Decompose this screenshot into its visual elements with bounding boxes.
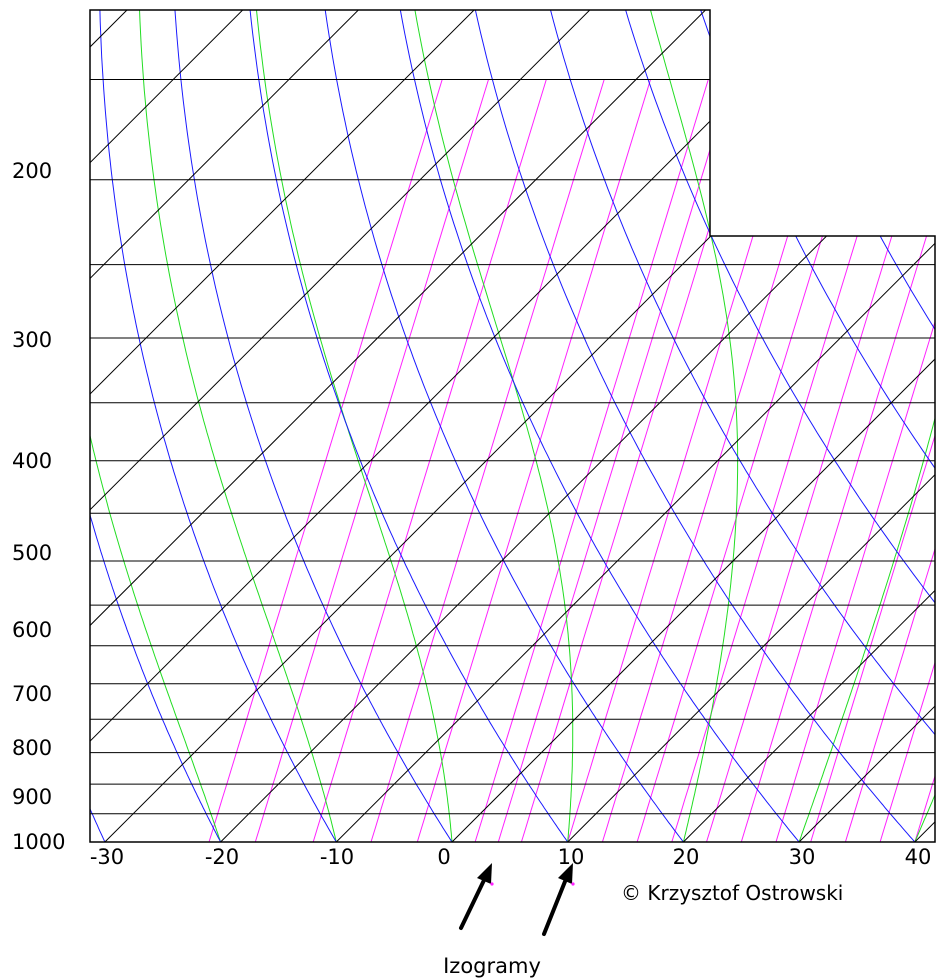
mixing-ratio-line	[474, 79, 709, 842]
izogram-marker-right	[571, 882, 575, 886]
moist-adiabat-line	[247, 10, 453, 842]
dry-adiabat-line	[239, 10, 569, 842]
isotherm-line	[90, 10, 925, 842]
isotherm-line	[451, 10, 935, 842]
mixing-ratio-line	[370, 79, 605, 842]
mixing-ratio-line	[636, 79, 871, 842]
temperature-label-0: 0	[437, 845, 450, 869]
diagram-grid	[90, 10, 935, 842]
isotherm-line	[335, 10, 935, 842]
dry-adiabat-line	[560, 10, 935, 842]
dry-adiabat-line	[306, 10, 684, 842]
isotherm-line	[90, 10, 809, 842]
isotherm-line	[798, 10, 935, 842]
moist-adiabat-line	[590, 10, 739, 842]
dry-adiabat-line	[623, 10, 935, 842]
izogram-caption: Izogramy	[443, 954, 541, 978]
temperature-label-minus-20: -20	[205, 845, 239, 869]
mixing-ratio-line	[671, 79, 906, 842]
pressure-label-600: 600	[12, 618, 52, 642]
moist-adiabats	[90, 10, 935, 842]
temperature-label-30: 30	[789, 845, 816, 869]
dry-adiabat-line	[686, 10, 935, 842]
mixing-ratio-line	[810, 79, 935, 842]
diagram-frame	[89, 9, 936, 843]
moist-adiabat-line	[798, 10, 935, 842]
mixing-ratio-line	[706, 79, 935, 842]
mixing-ratio-line	[567, 79, 802, 842]
moist-adiabat-line	[137, 10, 337, 842]
mixing-ratio-line	[844, 79, 935, 842]
pressure-label-200: 200	[12, 159, 52, 183]
pressure-label-900: 900	[12, 785, 52, 809]
isotherms	[90, 10, 935, 842]
pressure-axis-labels: 200 300 400 500 600 700 800 900 1000	[12, 159, 65, 854]
mixing-ratio-line	[254, 79, 489, 842]
dry-adiabats	[90, 10, 935, 842]
isotherm-line	[90, 10, 578, 842]
temperature-label-40: 40	[905, 845, 932, 869]
isotherm-line	[90, 10, 935, 842]
temperature-label-minus-10: -10	[320, 845, 354, 869]
isotherm-line	[90, 10, 115, 842]
dry-adiabat-line	[497, 10, 935, 842]
dry-adiabat-line	[90, 10, 106, 842]
mixing-ratio-line	[312, 79, 547, 842]
dry-adiabat-line	[98, 10, 337, 842]
isotherm-line	[567, 10, 935, 842]
isotherm-line	[90, 10, 693, 842]
mixing-ratio-line	[601, 79, 837, 842]
dry-adiabat-line	[170, 10, 453, 842]
temperature-axis-labels: -30 -20 -10 0 10 20 30 40	[90, 845, 932, 869]
isotherm-line	[90, 10, 935, 842]
isotherm-line	[220, 10, 935, 842]
moist-adiabat-line	[387, 10, 574, 842]
pressure-label-800: 800	[12, 736, 52, 760]
pressure-label-500: 500	[12, 541, 52, 565]
mixing-ratio-line	[740, 79, 935, 842]
pressure-label-700: 700	[12, 682, 52, 706]
mixing-ratio-line	[416, 79, 651, 842]
mixing-ratio-line	[879, 79, 935, 842]
pressure-label-1000: 1000	[12, 830, 65, 854]
dry-adiabat-line	[434, 10, 916, 842]
dry-adiabat-line	[371, 10, 800, 842]
mixing-ratio-line	[775, 79, 935, 842]
mixing-ratio-line	[520, 79, 756, 842]
moist-adiabat-line	[90, 10, 222, 842]
temperature-label-minus-30: -30	[90, 845, 124, 869]
mixing-ratio-lines	[208, 79, 935, 842]
isotherm-line	[104, 10, 935, 842]
izogram-marker-left	[490, 882, 494, 886]
isotherm-line	[683, 10, 935, 842]
dry-adiabat-line	[750, 10, 935, 842]
mixing-ratio-line	[208, 79, 443, 842]
pressure-label-300: 300	[12, 328, 52, 352]
izogram-arrow-left	[459, 863, 492, 930]
dry-adiabat-line	[90, 10, 222, 842]
temperature-label-20: 20	[673, 845, 700, 869]
pressure-label-400: 400	[12, 449, 52, 473]
copyright-credit: © Krzysztof Ostrowski	[621, 881, 843, 905]
mixing-ratio-line	[497, 79, 732, 842]
izogram-arrow-right	[542, 863, 573, 936]
